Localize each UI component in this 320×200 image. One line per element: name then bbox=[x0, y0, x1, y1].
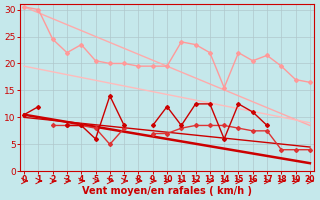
X-axis label: Vent moyen/en rafales ( km/h ): Vent moyen/en rafales ( km/h ) bbox=[82, 186, 252, 196]
